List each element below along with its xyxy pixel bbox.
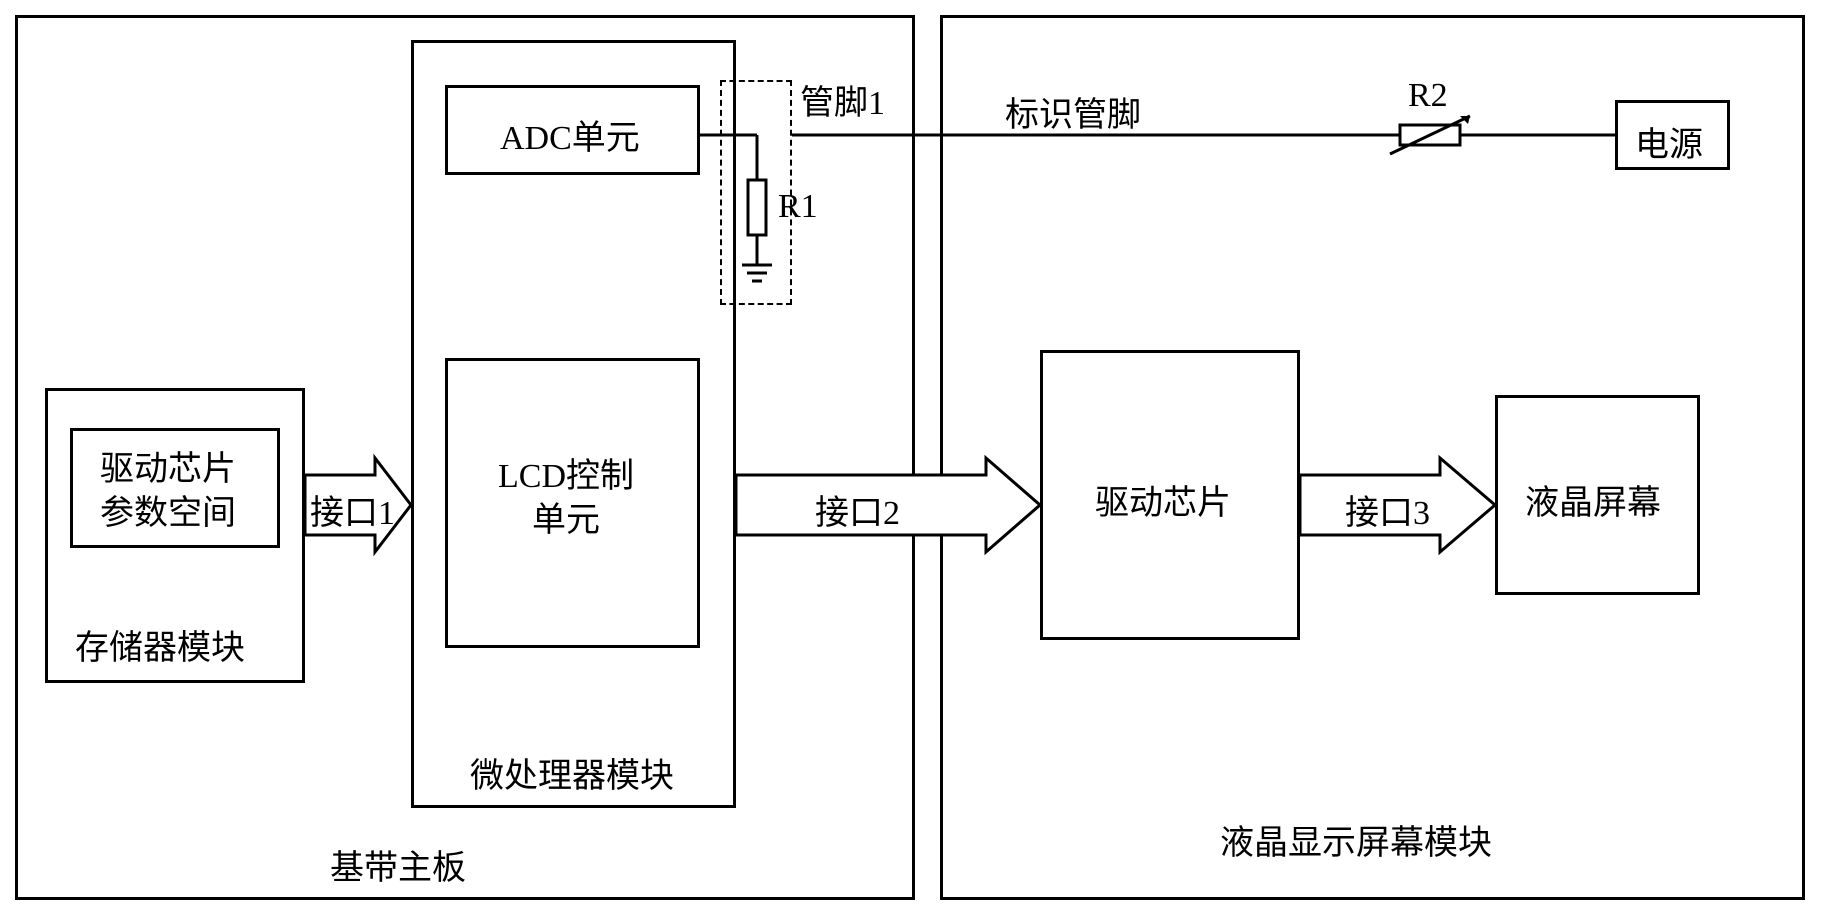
diagram-container: 基带主板 存储器模块 驱动芯片 参数空间 微处理器模块 ADC单元 LCD控制 … — [0, 0, 1830, 916]
chip-param-line2: 参数空间 — [100, 495, 236, 532]
r1-label: R1 — [778, 188, 818, 226]
chip-param-line1: 驱动芯片 — [100, 451, 236, 488]
microprocessor-label: 微处理器模块 — [470, 748, 674, 797]
chip-param-label: 驱动芯片 参数空间 — [100, 448, 236, 536]
interface1-label: 接口1 — [310, 485, 395, 534]
lcd-control-line1: LCD控制 — [498, 458, 634, 495]
lcd-control-line2: 单元 — [532, 502, 600, 539]
r2-label: R2 — [1408, 77, 1448, 115]
baseband-label: 基带主板 — [330, 840, 466, 889]
lcd-screen-label: 液晶屏幕 — [1525, 475, 1661, 524]
lcd-module-label: 液晶显示屏幕模块 — [1220, 815, 1492, 864]
lcd-control-label: LCD控制 单元 — [498, 455, 634, 543]
adc-label: ADC单元 — [500, 110, 640, 159]
interface2-label: 接口2 — [815, 485, 900, 534]
memory-label: 存储器模块 — [75, 620, 245, 669]
idpin-wire — [792, 108, 1622, 163]
driver-chip-label: 驱动芯片 — [1095, 475, 1231, 524]
idpin-label: 标识管脚 — [1005, 87, 1141, 136]
power-label: 电源 — [1635, 117, 1703, 166]
interface3-label: 接口3 — [1345, 485, 1430, 534]
